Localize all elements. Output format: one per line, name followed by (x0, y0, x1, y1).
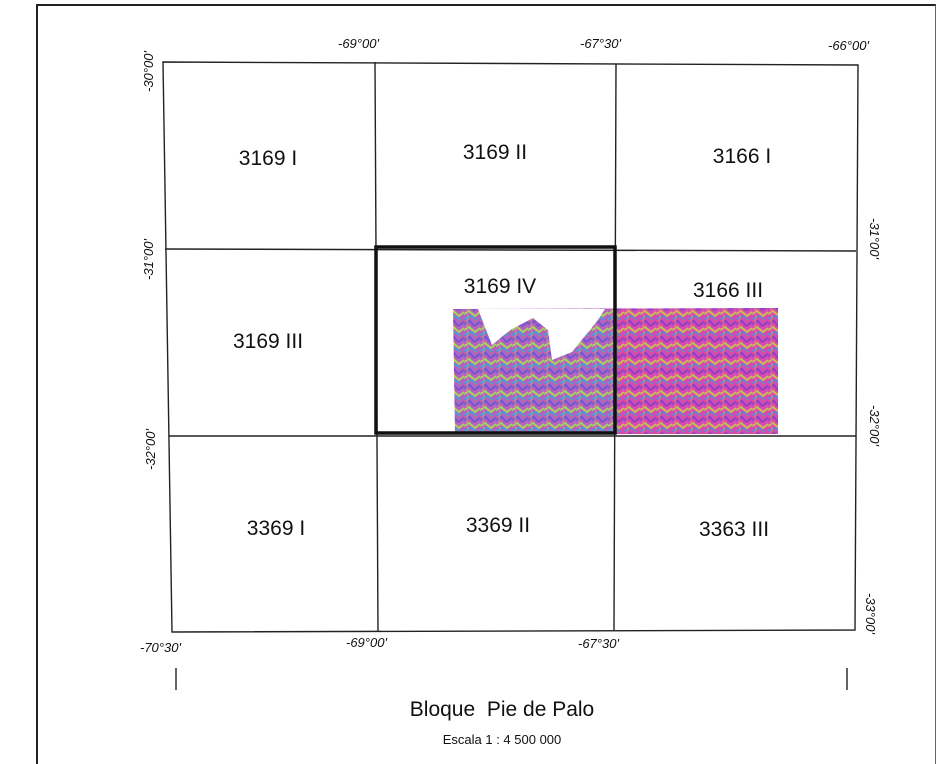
grid-outer (162, 61, 859, 633)
bottom-longitude-label: -70°30' (140, 640, 181, 655)
right-latitude-label: -31°00' (867, 218, 882, 259)
top-longitude-label: -69°00' (338, 36, 379, 51)
map-frame (36, 4, 936, 764)
left-latitude-label: -32°00' (143, 429, 158, 470)
left-latitude-label: -30°00' (141, 51, 156, 92)
bottom-longitude-label: -67°30' (578, 636, 619, 651)
highlighted-sheet-box[interactable] (374, 245, 617, 435)
sheet-label-3169-i: 3169 I (239, 147, 297, 170)
top-longitude-label: -66°00' (828, 38, 869, 53)
map-scale: Escala 1 : 4 500 000 (443, 732, 562, 747)
right-latitude-label: -32°00' (867, 405, 882, 446)
sheet-label-3166-i: 3166 I (713, 145, 771, 168)
bottom-longitude-label: -69°00' (346, 635, 387, 650)
sheet-label-3169-iii: 3169 III (233, 330, 303, 353)
sheet-label-3166-iii: 3166 III (693, 279, 763, 302)
sheet-label-3169-ii: 3169 II (463, 141, 527, 164)
map-title: Bloque Pie de Palo (410, 698, 594, 721)
grid-h1 (164, 248, 857, 252)
sheet-label-3369-ii: 3369 II (466, 514, 530, 537)
sheet-label-3363-iii: 3363 III (699, 518, 769, 541)
sheet-label-3169-iv: 3169 IV (464, 275, 536, 298)
imagery-gap (478, 309, 605, 360)
left-latitude-label: -31°00' (141, 239, 156, 280)
top-longitude-label: -67°30' (580, 36, 621, 51)
sheet-label-3369-i: 3369 I (247, 517, 305, 540)
right-latitude-label: -33°00' (863, 593, 878, 634)
